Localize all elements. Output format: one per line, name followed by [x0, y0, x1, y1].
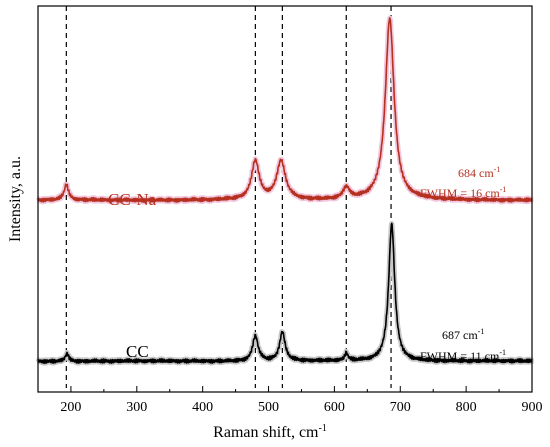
x-tick-label-400: 400 — [192, 400, 213, 415]
annotation-fwhm-cc-na: FWHM = 16 cm-1 — [420, 185, 506, 200]
x-tick-label-500: 500 — [258, 400, 279, 415]
y-axis-title: Intensity, a.u. — [7, 156, 24, 242]
x-tick-label-700: 700 — [390, 400, 411, 415]
series-layer — [35, 15, 535, 366]
plot-frame — [37, 5, 533, 393]
annotation-peak-cc: 687 cm-1 — [442, 327, 484, 342]
series-line-cc-na — [37, 17, 533, 203]
x-tick-label-800: 800 — [456, 400, 477, 415]
series-line-cc — [37, 222, 533, 365]
annotation-peak-cc-na: 684 cm-1 — [458, 165, 500, 180]
x-tick-label-300: 300 — [126, 400, 147, 415]
annotation-fwhm-cc: FWHM = 11 cm-1 — [420, 348, 506, 363]
x-axis-title: Raman shift, cm-1 — [213, 423, 327, 441]
x-tick-label-600: 600 — [324, 400, 345, 415]
series-label-cc-na: CC-Na — [108, 190, 157, 209]
x-tick-label-900: 900 — [522, 400, 543, 415]
x-tick-label-200: 200 — [60, 400, 81, 415]
series-label-cc: CC — [126, 342, 149, 361]
x-axis-ticks: 200 300 400 500 600 700 800 900 — [37, 386, 543, 415]
